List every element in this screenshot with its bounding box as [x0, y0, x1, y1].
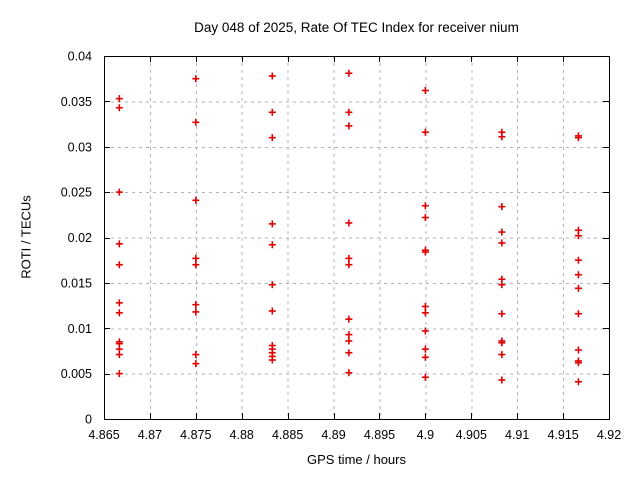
data-point: [268, 307, 276, 315]
data-point: [268, 72, 276, 80]
data-point: [115, 104, 123, 112]
data-point: [498, 376, 506, 384]
data-point: [421, 353, 429, 361]
data-point: [574, 359, 582, 367]
data-point: [192, 118, 200, 126]
data-point: [421, 128, 429, 136]
data-point: [345, 254, 353, 262]
data-points: [115, 69, 582, 386]
data-point: [421, 202, 429, 210]
data-point: [192, 308, 200, 316]
data-point: [574, 134, 582, 142]
data-point: [115, 299, 123, 307]
data-point: [421, 345, 429, 353]
data-point: [268, 108, 276, 116]
tick-marks: [104, 56, 610, 420]
data-point: [345, 108, 353, 116]
y-tick-label: 0.04: [68, 50, 92, 64]
x-axis-label: GPS time / hours: [307, 452, 406, 467]
x-tick-label: 4.87: [138, 428, 162, 442]
data-point: [268, 241, 276, 249]
data-point: [421, 248, 429, 256]
data-point: [574, 284, 582, 292]
data-point: [115, 240, 123, 248]
x-tick-label: 4.91: [505, 428, 529, 442]
y-tick-label: 0.015: [61, 276, 92, 290]
data-point: [421, 327, 429, 335]
x-tick-label: 4.9: [417, 428, 434, 442]
data-point: [192, 261, 200, 269]
data-point: [192, 360, 200, 368]
tick-labels: 4.865 4.87 4.875 4.88 4.885 4.89 4.895 4.9 4.905…: [61, 50, 621, 443]
data-point: [345, 315, 353, 323]
data-point: [345, 219, 353, 227]
data-point: [115, 370, 123, 378]
data-point: [268, 281, 276, 289]
data-point: [192, 301, 200, 309]
data-point: [345, 337, 353, 345]
data-point: [574, 271, 582, 279]
data-point: [345, 349, 353, 357]
y-tick-label: 0.025: [61, 186, 92, 200]
x-tick-label: 4.875: [180, 428, 211, 442]
x-tick-label: 4.89: [321, 428, 345, 442]
data-point: [498, 239, 506, 247]
y-tick-label: 0: [85, 413, 92, 427]
data-point: [268, 134, 276, 142]
x-tick-label: 4.905: [456, 428, 487, 442]
data-point: [115, 309, 123, 317]
chart-title: Day 048 of 2025, Rate Of TEC Index for r…: [194, 20, 519, 35]
data-point: [421, 373, 429, 381]
y-tick-label: 0.02: [68, 231, 92, 245]
y-tick-label: 0.03: [68, 140, 92, 154]
data-point: [115, 188, 123, 196]
data-point: [345, 69, 353, 77]
y-tick-label: 0.01: [68, 322, 92, 336]
data-point: [574, 378, 582, 386]
data-point: [574, 346, 582, 354]
data-point: [192, 254, 200, 262]
data-point: [498, 228, 506, 236]
data-point: [268, 356, 276, 364]
grid: [104, 56, 609, 419]
data-point: [345, 122, 353, 130]
x-tick-label: 4.915: [547, 428, 578, 442]
data-point: [498, 133, 506, 141]
data-point: [421, 86, 429, 94]
data-point: [574, 256, 582, 264]
x-tick-label: 4.885: [272, 428, 303, 442]
data-point: [115, 351, 123, 359]
data-point: [498, 203, 506, 211]
data-point: [498, 351, 506, 359]
x-tick-label: 4.865: [88, 428, 119, 442]
data-point: [421, 309, 429, 317]
data-point: [192, 351, 200, 359]
data-point: [498, 310, 506, 318]
data-point: [421, 214, 429, 222]
data-point: [268, 220, 276, 228]
y-tick-label: 0.005: [61, 367, 92, 381]
data-point: [192, 75, 200, 83]
data-point: [115, 261, 123, 269]
data-point: [345, 331, 353, 339]
y-tick-label: 0.035: [61, 95, 92, 109]
data-point: [574, 310, 582, 318]
data-point: [115, 95, 123, 103]
data-point: [345, 261, 353, 269]
x-tick-label: 4.895: [364, 428, 395, 442]
data-point: [498, 281, 506, 289]
data-point: [574, 232, 582, 240]
x-tick-label: 4.88: [230, 428, 254, 442]
data-point: [421, 302, 429, 310]
data-point: [498, 339, 506, 347]
data-point: [192, 196, 200, 204]
data-point: [345, 369, 353, 377]
x-tick-label: 4.92: [597, 428, 621, 442]
